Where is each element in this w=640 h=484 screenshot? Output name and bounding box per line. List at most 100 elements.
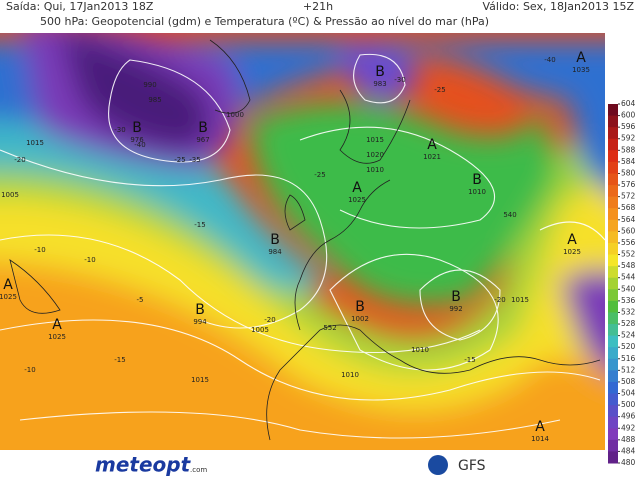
colorbar-tick-label: 540	[621, 284, 636, 293]
colorbar-segment	[608, 289, 618, 302]
center-value: 1025	[563, 248, 581, 256]
colorbar-tick-label: 600	[621, 111, 636, 120]
colorbar-segment	[608, 347, 618, 360]
colorbar-segment	[608, 312, 618, 325]
colorbar-segment	[608, 173, 618, 186]
contour-label: -20	[264, 316, 275, 324]
contour-label: 1005	[251, 326, 269, 334]
colorbar-tick-label: 568	[621, 203, 636, 212]
center-value: 1014	[531, 435, 549, 443]
contour-label: 1010	[411, 346, 429, 354]
center-value: 1025	[48, 333, 66, 341]
colorbar-tick-label: 488	[621, 435, 636, 444]
colorbar-tick-label: 520	[621, 342, 636, 351]
colorbar-tick-label: 548	[621, 261, 636, 270]
center-letter: A	[427, 137, 437, 153]
logo-suffix: .com	[190, 466, 207, 474]
colorbar-tick-label: 528	[621, 319, 636, 328]
contour-label: -10	[84, 256, 95, 264]
colorbar-tick-label: 576	[621, 180, 636, 189]
center-value: 994	[193, 318, 207, 326]
colorbar-segment	[608, 451, 618, 464]
coastlines	[9, 39, 601, 441]
source: GFS	[458, 458, 486, 474]
colorbar-segment	[608, 161, 618, 174]
contour-label: -15	[194, 221, 205, 229]
colorbar-tick-label: 580	[621, 168, 636, 177]
contour-label: 985	[148, 96, 161, 104]
colorbar-tick-label: 524	[621, 331, 636, 340]
center-letter: B	[198, 120, 208, 136]
contour-label: -10	[34, 246, 45, 254]
map-title: 500 hPa: Geopotencial (gdm) e Temperatur…	[40, 15, 489, 28]
contour-label: -30	[394, 76, 405, 84]
center-letter: A	[535, 419, 545, 435]
colorbar-tick-label: 584	[621, 157, 636, 166]
issued-time: Saída: Qui, 17Jan2013 18Z	[6, 0, 154, 13]
center-value: 1021	[423, 153, 441, 161]
center-letter: A	[567, 232, 577, 248]
colorbar-tick-label: 480	[621, 458, 636, 467]
contour-label: -35	[189, 156, 200, 164]
isobars	[0, 53, 605, 439]
colorbar-segment	[608, 185, 618, 198]
contour-label: 1015	[191, 376, 209, 384]
center-letter: A	[576, 50, 586, 66]
contour-label: -20	[494, 296, 505, 304]
center-value: 984	[268, 248, 282, 256]
colorbar-segment	[608, 439, 618, 452]
colorbar-segment	[608, 127, 618, 140]
colorbar-segment	[608, 242, 618, 256]
colorbar-segment	[608, 104, 618, 117]
colorbar-segment	[608, 231, 618, 244]
contour-label: -25	[314, 171, 325, 179]
colorbar-tick-label: 492	[621, 423, 636, 432]
colorbar-segment	[608, 254, 618, 267]
colorbar-segment	[608, 358, 618, 371]
center-value: 1025	[348, 196, 366, 204]
colorbar: 604 600 596 592 588 584 580 576 572 568 564 560 556 5…	[608, 99, 636, 467]
colorbar-segment	[608, 138, 618, 151]
colorbar-segment	[608, 381, 618, 395]
colorbar-tick-label: 544	[621, 273, 636, 282]
logo: meteopt	[95, 453, 192, 477]
contour-label: -40	[544, 56, 555, 64]
contour-label: -25	[174, 156, 185, 164]
contour-label: 1005	[1, 191, 19, 199]
contour-label: 540	[503, 211, 516, 219]
lead-time: +21h	[303, 0, 333, 13]
colorbar-tick-label: 512	[621, 365, 636, 374]
colorbar-tick-label: 596	[621, 122, 636, 131]
center-letter: B	[451, 289, 461, 305]
colorbar-tick-label: 508	[621, 377, 636, 386]
map	[0, 33, 605, 450]
colorbar-tick-label: 572	[621, 192, 636, 201]
colorbar-tick-label: 604	[621, 99, 636, 108]
contour-label: 1010	[341, 371, 359, 379]
colorbar-tick-label: 536	[621, 296, 636, 305]
colorbar-segment	[608, 219, 618, 232]
contour-label: -10	[24, 366, 35, 374]
colorbar-segment	[608, 208, 618, 221]
contour-label: 1015	[511, 296, 529, 304]
colorbar-tick-label: 564	[621, 215, 636, 224]
colorbar-tick-label: 560	[621, 226, 636, 235]
colorbar-tick-label: 516	[621, 354, 636, 363]
center-letter: B	[375, 64, 385, 80]
center-letter: A	[3, 277, 13, 293]
contour-label: -15	[464, 356, 475, 364]
colorbar-tick-label: 592	[621, 134, 636, 143]
center-value: 967	[196, 136, 209, 144]
colorbar-segment	[608, 115, 618, 128]
contour-label: -5	[137, 296, 144, 304]
center-letter: B	[195, 302, 205, 318]
colorbar-tick-label: 556	[621, 238, 636, 247]
center-letter: B	[472, 172, 482, 188]
colorbar-segment	[608, 266, 618, 279]
colorbar-segment	[608, 405, 618, 418]
center-value: 1035	[572, 66, 590, 74]
colorbar-tick-label: 532	[621, 307, 636, 316]
center-value: 1025	[0, 293, 17, 301]
colorbar-tick-label: 552	[621, 250, 636, 259]
center-value: 992	[449, 305, 462, 313]
